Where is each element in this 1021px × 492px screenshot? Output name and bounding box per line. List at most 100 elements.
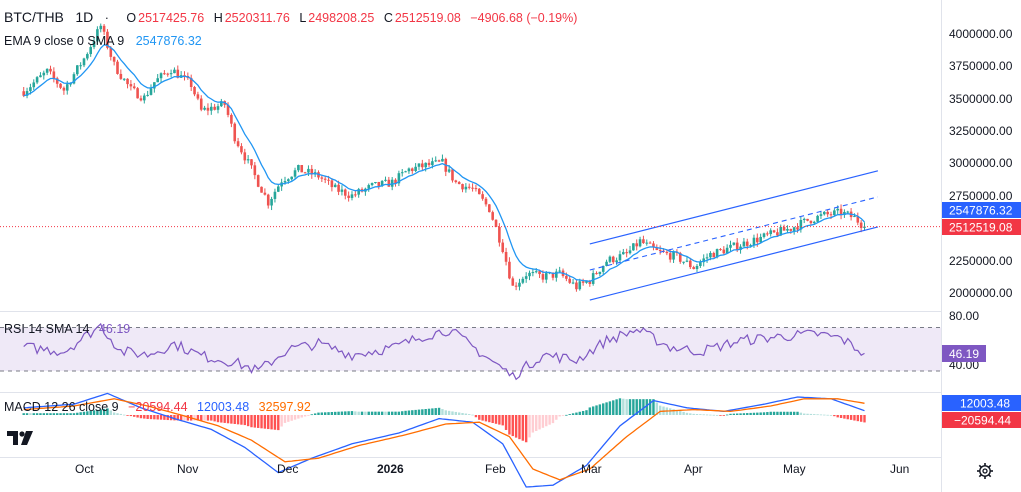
macd-hist-bar — [628, 399, 632, 415]
candle — [474, 184, 478, 192]
candle — [638, 236, 642, 248]
macd-hist-bar — [746, 413, 749, 415]
symbol-legend[interactable]: BTC/THB 1D · O 2517425.76 H 2520311.76 L 24… — [4, 9, 579, 25]
price-tick: 2000000.00 — [949, 286, 1013, 300]
macd-hist-bar — [598, 404, 602, 415]
tradingview-logo[interactable] — [6, 428, 36, 448]
macd-hist-bar — [407, 410, 411, 415]
macd-hist-bar — [541, 415, 545, 428]
candle-body — [598, 271, 602, 275]
macd-hist-bar — [682, 411, 685, 415]
macd-hist-bar — [334, 411, 337, 415]
candle — [367, 183, 371, 192]
candle-body — [347, 195, 350, 198]
macd-hist-bar — [56, 413, 59, 415]
candle-body — [766, 233, 769, 235]
candle-body — [431, 161, 434, 166]
macd-hist-bar — [437, 407, 441, 415]
candle — [196, 91, 200, 101]
candle — [762, 232, 766, 239]
candle — [354, 190, 357, 198]
macd-hist-bar — [277, 415, 280, 431]
candle-body — [672, 251, 675, 260]
candle-body — [394, 179, 397, 184]
time-axis[interactable]: Oct Nov Dec 2026 Feb Mar Apr May Jun — [75, 462, 909, 476]
macd-hist-bar — [648, 399, 652, 415]
candle-body — [173, 69, 176, 74]
macd-hist-bar — [776, 411, 779, 415]
candle-body — [534, 271, 538, 273]
time-label: Dec — [277, 462, 298, 476]
candle — [524, 272, 528, 283]
macd-hist-bar — [692, 413, 695, 415]
ema-legend[interactable]: EMA 9 close 0 SMA 9 2547876.32 — [4, 34, 204, 48]
macd-hist-bar — [216, 415, 220, 423]
macd-hist-bar — [719, 415, 722, 416]
candle — [374, 181, 377, 184]
macd-hist-bar — [297, 415, 300, 419]
candle — [377, 181, 381, 190]
trend-channel[interactable] — [589, 170, 879, 301]
close-label: C — [383, 11, 393, 25]
candle-body — [206, 107, 210, 111]
candle — [236, 137, 240, 148]
candle-body — [601, 265, 605, 272]
macd-hist-bar — [612, 400, 615, 415]
candle — [705, 253, 709, 263]
price-axis[interactable]: 4000000.00 3750000.00 3500000.00 3250000… — [949, 27, 1013, 300]
macd-hist-bar — [384, 411, 387, 415]
macd-hist-bar — [484, 415, 488, 422]
candle — [498, 223, 501, 247]
candle — [340, 185, 344, 196]
macd-hist-bar — [344, 411, 347, 415]
candle — [99, 23, 103, 33]
candle — [729, 240, 732, 252]
candle — [759, 233, 762, 243]
ema-legend-value: 2547876.32 — [135, 34, 202, 48]
macd-hist-bar — [310, 414, 313, 416]
channel-lower-line[interactable] — [589, 226, 879, 301]
macd-hist-bar — [327, 412, 330, 415]
candle-body — [605, 261, 608, 266]
candle-body — [421, 163, 424, 168]
candle — [126, 78, 129, 89]
candle-body — [812, 221, 816, 224]
candle-body — [193, 87, 196, 95]
macd-hist-bar — [176, 415, 179, 421]
candle — [514, 282, 518, 291]
candle — [772, 229, 776, 234]
candle — [856, 212, 860, 226]
macd-hist-bar — [535, 415, 538, 431]
candle-body — [159, 73, 163, 79]
candle — [618, 250, 622, 263]
candle-body — [705, 257, 709, 259]
candle-body — [99, 25, 103, 30]
rsi-legend[interactable]: RSI 14 SMA 14 46.19 — [4, 322, 132, 336]
macd-hist-bar — [99, 409, 102, 415]
candle-body — [531, 272, 535, 274]
channel-mid-line[interactable] — [589, 196, 879, 271]
macd-hist-bar — [501, 415, 504, 426]
price-tick: 2750000.00 — [949, 189, 1013, 203]
candle-body — [39, 75, 42, 78]
macd-hist-bar — [555, 415, 558, 420]
settings-gear-icon[interactable] — [976, 462, 994, 480]
macd-hist-bar — [146, 415, 149, 419]
channel-upper-line[interactable] — [589, 170, 879, 245]
macd-value-tag-text: 12003.48 — [960, 397, 1010, 411]
macd-hist-bar — [849, 415, 853, 420]
candle-body — [42, 72, 46, 76]
candle — [216, 103, 220, 114]
macd-legend[interactable]: MACD 12 26 close 9 −20594.44 12003.48 32… — [4, 400, 313, 414]
candle — [766, 231, 769, 237]
macd-hist-bar — [397, 411, 401, 415]
candle-body — [427, 162, 431, 166]
time-label: May — [783, 462, 806, 476]
macd-hist-bar — [186, 415, 190, 421]
macd-hist-bar — [300, 415, 303, 418]
macd-hist-bar — [59, 413, 62, 415]
macd-hist-bar — [675, 410, 679, 415]
candle — [839, 204, 843, 220]
candle-body — [370, 183, 374, 186]
